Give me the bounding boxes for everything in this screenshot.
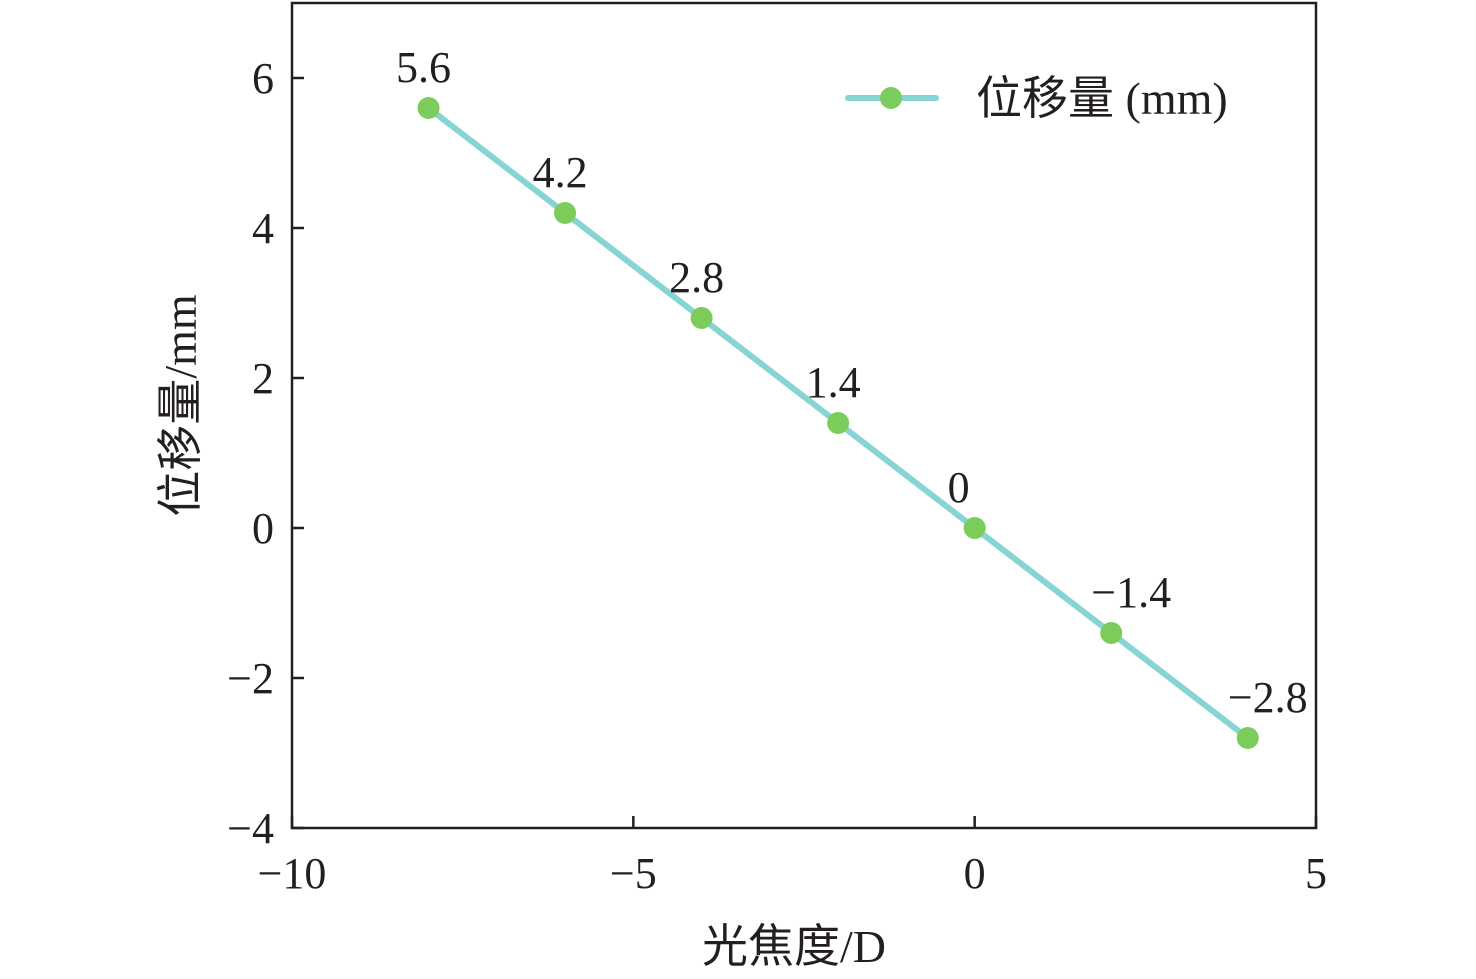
data-label: 5.6 — [396, 43, 451, 92]
data-label: 2.8 — [669, 253, 724, 302]
data-label: 0 — [948, 463, 970, 512]
x-axis-label: 光焦度/D — [702, 921, 886, 972]
legend: 位移量 (mm) — [845, 73, 1228, 124]
y-tick-label: 0 — [252, 504, 274, 553]
data-point — [554, 202, 577, 224]
y-tick-label: 2 — [252, 354, 274, 403]
plot-layer: 5.6 4.2 2.8 1.4 0 −1.4 −2.8 — [396, 43, 1308, 749]
legend-label: 位移量 (mm) — [976, 73, 1228, 124]
ticks-layer: −10 −5 0 5 −4 −2 0 2 4 6 — [227, 54, 1327, 898]
y-axis-label: 位移量/mm — [155, 294, 206, 517]
x-tick-label: 0 — [964, 849, 986, 898]
data-point — [827, 412, 850, 434]
data-label: −1.4 — [1091, 568, 1171, 617]
y-tick-label: 6 — [252, 54, 274, 103]
data-label: 1.4 — [806, 358, 861, 407]
x-tick-label: −10 — [258, 849, 327, 898]
y-tick-label: −4 — [227, 804, 274, 853]
plot-frame — [290, 1, 1318, 830]
data-point — [963, 517, 986, 539]
data-point — [1236, 727, 1259, 749]
legend-marker — [880, 87, 902, 109]
x-tick-label: 5 — [1305, 849, 1327, 898]
x-tick-label: −5 — [610, 849, 657, 898]
y-tick-label: −2 — [227, 654, 274, 703]
data-point — [690, 307, 713, 329]
data-label: −2.8 — [1228, 673, 1308, 722]
data-point — [1100, 622, 1123, 644]
data-label: 4.2 — [533, 148, 588, 197]
data-point — [417, 97, 440, 119]
y-tick-label: 4 — [252, 204, 274, 253]
